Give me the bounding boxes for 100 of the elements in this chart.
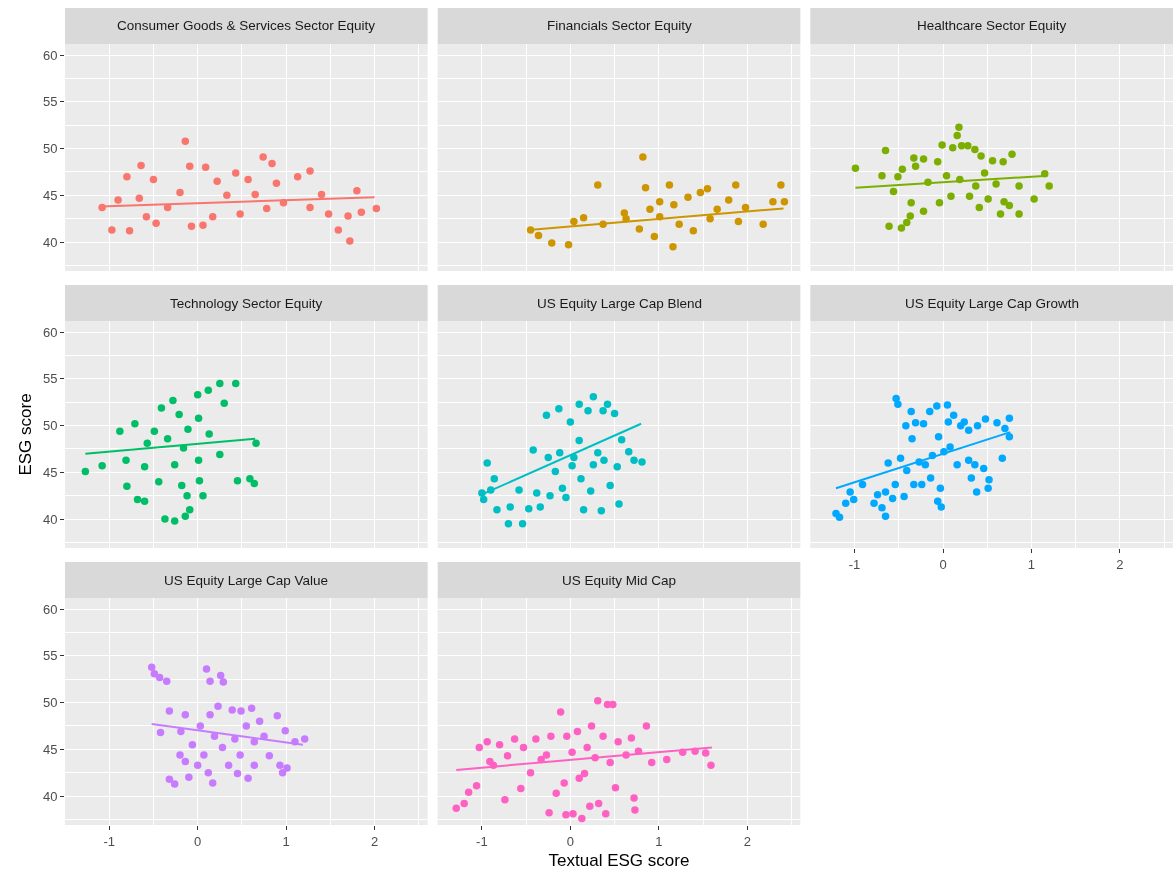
x-tick-label: 0 bbox=[939, 556, 947, 572]
point bbox=[578, 814, 586, 823]
point bbox=[898, 165, 907, 173]
chart-title: US Equity Large Cap Growth bbox=[905, 296, 1080, 311]
point bbox=[706, 214, 714, 223]
point bbox=[888, 494, 897, 503]
point bbox=[188, 740, 197, 749]
point bbox=[228, 706, 236, 714]
point bbox=[114, 196, 122, 204]
point bbox=[903, 218, 911, 227]
point bbox=[206, 677, 214, 685]
point bbox=[663, 755, 671, 764]
point bbox=[220, 399, 228, 407]
point bbox=[870, 499, 878, 507]
point bbox=[223, 191, 231, 200]
point bbox=[372, 204, 381, 213]
point bbox=[841, 499, 850, 507]
point bbox=[627, 734, 636, 742]
point bbox=[175, 410, 183, 419]
point bbox=[910, 154, 918, 162]
point bbox=[143, 439, 152, 448]
point bbox=[547, 732, 555, 741]
point bbox=[630, 794, 638, 802]
point bbox=[594, 181, 602, 189]
x-tick-label: 2 bbox=[743, 833, 751, 849]
point bbox=[176, 751, 184, 759]
point bbox=[200, 751, 208, 759]
point bbox=[555, 448, 564, 457]
point bbox=[624, 448, 633, 456]
x-axis-title: Textual ESG score bbox=[548, 851, 690, 870]
point bbox=[881, 488, 890, 496]
point bbox=[936, 484, 945, 492]
point bbox=[464, 788, 473, 797]
point bbox=[156, 728, 165, 737]
point bbox=[495, 740, 504, 749]
point bbox=[317, 190, 326, 199]
point bbox=[272, 179, 281, 187]
point bbox=[135, 194, 144, 202]
point bbox=[703, 185, 712, 193]
point bbox=[219, 678, 228, 686]
point bbox=[122, 456, 130, 464]
point bbox=[902, 421, 910, 430]
point bbox=[984, 484, 992, 492]
point bbox=[255, 717, 264, 726]
point bbox=[181, 711, 190, 719]
y-tick-label: 45 bbox=[42, 741, 58, 757]
point bbox=[334, 226, 343, 234]
point bbox=[205, 430, 213, 438]
point bbox=[357, 208, 366, 216]
point bbox=[555, 405, 563, 413]
point bbox=[1008, 150, 1016, 158]
point bbox=[918, 480, 926, 489]
point bbox=[630, 456, 638, 464]
point bbox=[493, 505, 501, 514]
chart-title: US Equity Large Cap Value bbox=[164, 573, 329, 588]
point bbox=[193, 391, 202, 399]
point bbox=[614, 738, 622, 746]
point bbox=[185, 773, 193, 782]
point bbox=[199, 221, 207, 229]
point bbox=[181, 512, 190, 520]
point bbox=[583, 743, 591, 752]
chart-title: Financials Sector Equity bbox=[547, 18, 693, 33]
point bbox=[575, 400, 583, 408]
point bbox=[635, 225, 644, 233]
point bbox=[548, 239, 556, 247]
point bbox=[937, 503, 945, 511]
point bbox=[907, 407, 915, 416]
point bbox=[881, 146, 890, 155]
point bbox=[1005, 201, 1014, 210]
point bbox=[170, 461, 179, 469]
point bbox=[639, 153, 647, 161]
point bbox=[597, 506, 606, 515]
x-tick-label: -1 bbox=[848, 556, 861, 572]
point bbox=[353, 186, 361, 195]
point bbox=[587, 722, 596, 730]
point bbox=[569, 810, 577, 818]
point bbox=[544, 453, 552, 462]
point bbox=[452, 804, 460, 812]
point bbox=[150, 427, 159, 435]
point bbox=[204, 768, 213, 777]
point bbox=[233, 476, 242, 485]
point bbox=[568, 462, 576, 470]
point bbox=[206, 711, 214, 719]
point bbox=[926, 407, 934, 416]
point bbox=[615, 500, 623, 508]
point bbox=[586, 487, 595, 495]
point bbox=[967, 474, 976, 482]
point bbox=[231, 169, 240, 177]
point bbox=[724, 196, 733, 204]
point bbox=[157, 404, 166, 412]
point bbox=[594, 799, 603, 808]
point bbox=[979, 464, 988, 473]
point bbox=[933, 157, 942, 166]
point bbox=[670, 200, 678, 209]
point bbox=[655, 198, 664, 206]
point bbox=[993, 419, 1001, 427]
point bbox=[560, 779, 568, 787]
point bbox=[960, 418, 968, 426]
point bbox=[142, 213, 151, 221]
point bbox=[675, 220, 683, 229]
